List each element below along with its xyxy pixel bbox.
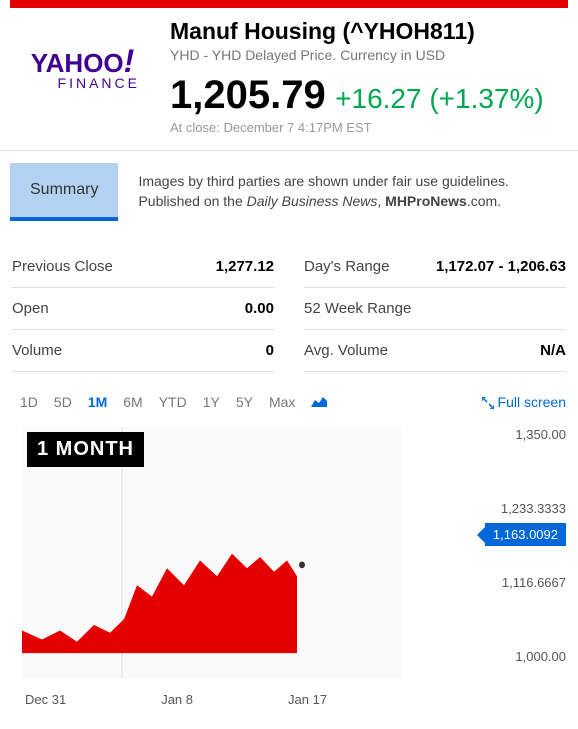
timeframe-1d[interactable]: 1D	[12, 390, 46, 414]
y-tick: 1,233.3333	[501, 501, 566, 516]
stat-label: Day's Range	[304, 258, 389, 275]
tab-row: Summary Images by third parties are show…	[0, 163, 578, 221]
disclaimer-end: .com.	[467, 193, 501, 209]
stat-value: N/A	[540, 342, 566, 359]
stat-week-range: 52 Week Range	[304, 288, 566, 330]
timeframe-max[interactable]: Max	[261, 390, 303, 414]
price-row: 1,205.79 +16.27 (+1.37%)	[170, 73, 568, 118]
logo-bang: !	[124, 43, 135, 79]
chart-area[interactable]: 1 MONTH 1,350.00 1,233.3333 1,116.6667 1…	[12, 427, 566, 687]
y-tick: 1,116.6667	[502, 575, 566, 590]
stat-volume: Volume 0	[12, 330, 274, 372]
x-tick: Dec 31	[25, 692, 66, 707]
exchange-info: YHD - YHD Delayed Price. Currency in USD	[170, 47, 568, 63]
yahoo-finance-logo[interactable]: YAHOO! FINANCE	[10, 18, 155, 135]
stat-value: 1,277.12	[216, 258, 274, 275]
close-time: At close: December 7 4:17PM EST	[170, 120, 568, 135]
disclaimer-sep: ,	[377, 193, 385, 209]
current-price: 1,205.79	[170, 73, 326, 117]
disclaimer-emphasis: Daily Business News	[247, 193, 378, 209]
stat-day-range: Day's Range 1,172.07 - 1,206.63	[304, 246, 566, 288]
stat-label: Volume	[12, 342, 62, 359]
stat-value: 0	[266, 342, 274, 359]
price-change: +16.27 (+1.37%)	[335, 83, 544, 114]
timeframe-6m[interactable]: 6M	[115, 390, 150, 414]
top-accent-bar	[10, 0, 568, 8]
header: YAHOO! FINANCE Manuf Housing (^YHOH811) …	[0, 18, 578, 151]
fullscreen-button[interactable]: Full screen	[482, 394, 566, 410]
stats-grid: Previous Close 1,277.12 Day's Range 1,17…	[12, 246, 566, 372]
timeframe-1m[interactable]: 1M	[80, 390, 115, 414]
stock-info: Manuf Housing (^YHOH811) YHD - YHD Delay…	[155, 18, 568, 135]
timeframe-1y[interactable]: 1Y	[195, 390, 228, 414]
logo-text: YAHOO	[31, 48, 124, 78]
stat-value: 1,172.07 - 1,206.63	[436, 258, 566, 275]
disclaimer-text: Images by third parties are shown under …	[118, 172, 568, 211]
ticker-name: Manuf Housing (^YHOH811)	[170, 18, 568, 45]
timeframe-badge: 1 MONTH	[27, 432, 144, 467]
x-axis-labels: Dec 31 Jan 8 Jan 17	[0, 687, 578, 707]
stat-value: 0.00	[245, 300, 274, 317]
x-tick: Jan 8	[161, 692, 193, 707]
stat-label: Avg. Volume	[304, 342, 388, 359]
timeframe-5d[interactable]: 5D	[46, 390, 80, 414]
x-tick: Jan 17	[288, 692, 327, 707]
stat-avg-volume: Avg. Volume N/A	[304, 330, 566, 372]
stat-label: Open	[12, 300, 49, 317]
timeframe-5y[interactable]: 5Y	[228, 390, 261, 414]
tab-summary[interactable]: Summary	[10, 163, 118, 221]
y-tick: 1,350.00	[515, 427, 566, 442]
chart-type-icon[interactable]	[311, 394, 327, 410]
fullscreen-label: Full screen	[498, 394, 566, 410]
stat-label: 52 Week Range	[304, 300, 411, 317]
stat-prev-close: Previous Close 1,277.12	[12, 246, 274, 288]
chart-controls: 1D 5D 1M 6M YTD 1Y 5Y Max Full screen	[0, 382, 578, 422]
current-price-marker: 1,163.0092	[485, 523, 566, 546]
disclaimer-strong: MHProNews	[385, 193, 467, 209]
stat-label: Previous Close	[12, 258, 113, 275]
stat-open: Open 0.00	[12, 288, 274, 330]
y-tick: 1,000.00	[515, 649, 566, 664]
timeframe-ytd[interactable]: YTD	[151, 390, 195, 414]
